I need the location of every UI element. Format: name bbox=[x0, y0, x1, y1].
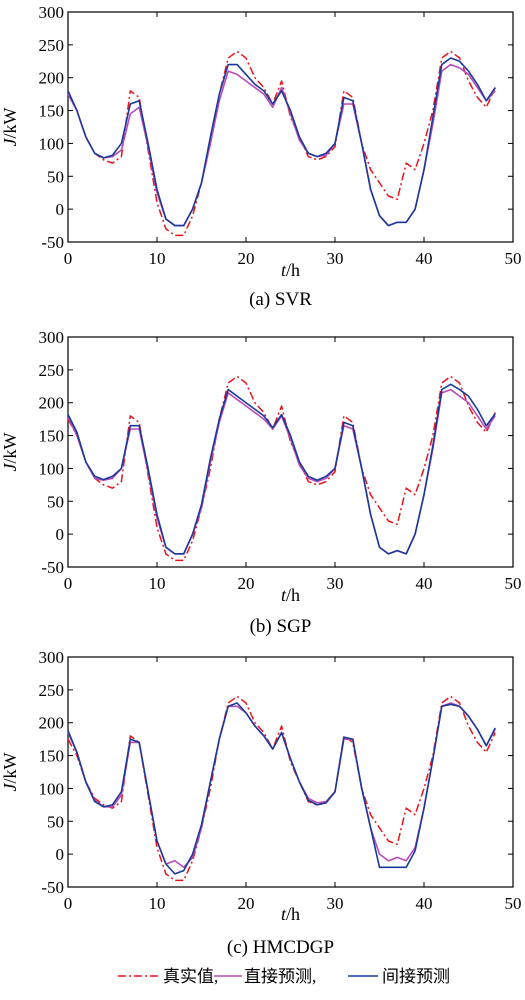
series-line-true-value bbox=[67, 375, 496, 562]
x-tick-label: 10 bbox=[149, 249, 166, 268]
x-tick-label: 0 bbox=[64, 574, 73, 593]
series-line-indirect-prediction bbox=[67, 383, 496, 555]
x-axis-symbol: t bbox=[281, 904, 287, 924]
y-axis-symbol: J bbox=[0, 783, 20, 792]
y-axis-symbol: J bbox=[0, 138, 20, 147]
legend-label-direct-prediction: 直接预测, bbox=[244, 967, 316, 986]
x-axis-label: t/h bbox=[281, 904, 300, 924]
y-tick-label: 100 bbox=[39, 134, 65, 153]
y-tick-label: 0 bbox=[56, 525, 65, 544]
y-tick-label: 150 bbox=[39, 747, 65, 766]
panel-caption: (a) SVR bbox=[249, 289, 312, 310]
y-axis-unit: /kW bbox=[0, 752, 20, 783]
legend-label-true-value: 真实值, bbox=[163, 967, 218, 986]
series-line-true-value bbox=[67, 695, 496, 882]
y-tick-label: 100 bbox=[39, 459, 65, 478]
y-tick-label: 200 bbox=[39, 394, 65, 413]
x-tick-label: 10 bbox=[149, 574, 166, 593]
y-tick-label: 200 bbox=[39, 714, 65, 733]
chart-panel-sgp: 0 10 20 30 40 50-50050100150200250300t/hJ/kW(… bbox=[0, 328, 522, 637]
x-axis-symbol: t bbox=[281, 260, 287, 280]
x-tick-label: 30 bbox=[327, 574, 344, 593]
legend: 真实值, 直接预测, 间接预测 bbox=[118, 967, 450, 986]
plot-frame bbox=[67, 656, 514, 888]
y-axis-label: J/kW bbox=[0, 107, 20, 146]
x-tick-label: 20 bbox=[238, 249, 255, 268]
x-axis-unit: /h bbox=[286, 585, 300, 605]
y-tick-label: -50 bbox=[41, 558, 64, 577]
y-tick-label: 0 bbox=[56, 845, 65, 864]
x-axis-unit: /h bbox=[286, 904, 300, 924]
x-tick-label: 20 bbox=[238, 894, 255, 913]
y-tick-label: 50 bbox=[47, 167, 64, 186]
chart-panel-svr: 0 10 20 30 40 50-50050100150200250300t/hJ/kW(… bbox=[0, 3, 522, 310]
y-tick-label: 300 bbox=[39, 3, 65, 22]
y-tick-label: 100 bbox=[39, 779, 65, 798]
x-tick-label: 50 bbox=[505, 894, 522, 913]
x-tick-label: 40 bbox=[416, 249, 433, 268]
x-tick-label: 0 bbox=[64, 894, 73, 913]
x-tick-label: 50 bbox=[505, 574, 522, 593]
y-tick-label: 300 bbox=[39, 328, 65, 347]
series-line-direct-prediction bbox=[67, 63, 496, 227]
y-tick-label: 50 bbox=[47, 812, 64, 831]
series-line-indirect-prediction bbox=[67, 57, 496, 227]
y-tick-label: -50 bbox=[41, 878, 64, 897]
y-tick-label: 250 bbox=[39, 681, 65, 700]
panels: 0 10 20 30 40 50-50050100150200250300t/hJ/kW(… bbox=[0, 3, 522, 958]
y-tick-label: -50 bbox=[41, 233, 64, 252]
x-axis-symbol: t bbox=[281, 585, 287, 605]
chart-panel-hmcdgp: 0 10 20 30 40 50-50050100150200250300t/hJ/kW(… bbox=[0, 648, 522, 958]
x-axis-label: t/h bbox=[281, 260, 300, 280]
x-tick-label: 30 bbox=[327, 894, 344, 913]
x-tick-label: 50 bbox=[505, 249, 522, 268]
x-tick-label: 0 bbox=[64, 249, 73, 268]
x-tick-label: 10 bbox=[149, 894, 166, 913]
y-tick-label: 150 bbox=[39, 427, 65, 446]
series-line-true-value bbox=[67, 50, 496, 237]
x-tick-label: 40 bbox=[416, 894, 433, 913]
panel-caption: (b) SGP bbox=[250, 616, 312, 637]
x-tick-label: 40 bbox=[416, 574, 433, 593]
y-tick-label: 200 bbox=[39, 69, 65, 88]
y-tick-label: 250 bbox=[39, 36, 65, 55]
y-tick-label: 0 bbox=[56, 200, 65, 219]
y-axis-label: J/kW bbox=[0, 752, 20, 791]
legend-label-indirect-prediction: 间接预测 bbox=[382, 967, 450, 986]
x-axis-unit: /h bbox=[286, 260, 300, 280]
y-tick-label: 150 bbox=[39, 102, 65, 121]
y-tick-label: 300 bbox=[39, 648, 65, 667]
y-axis-symbol: J bbox=[0, 463, 20, 472]
panel-caption: (c) HMCDGP bbox=[227, 937, 334, 958]
x-tick-label: 30 bbox=[327, 249, 344, 268]
y-tick-label: 250 bbox=[39, 361, 65, 380]
plot-frame bbox=[67, 11, 514, 243]
y-axis-label: J/kW bbox=[0, 432, 20, 471]
x-tick-label: 20 bbox=[238, 574, 255, 593]
series-line-indirect-prediction bbox=[67, 702, 496, 875]
x-axis-label: t/h bbox=[281, 585, 300, 605]
y-tick-label: 50 bbox=[47, 492, 64, 511]
plot-frame bbox=[67, 336, 514, 568]
y-axis-unit: /kW bbox=[0, 432, 20, 463]
y-axis-unit: /kW bbox=[0, 107, 20, 138]
